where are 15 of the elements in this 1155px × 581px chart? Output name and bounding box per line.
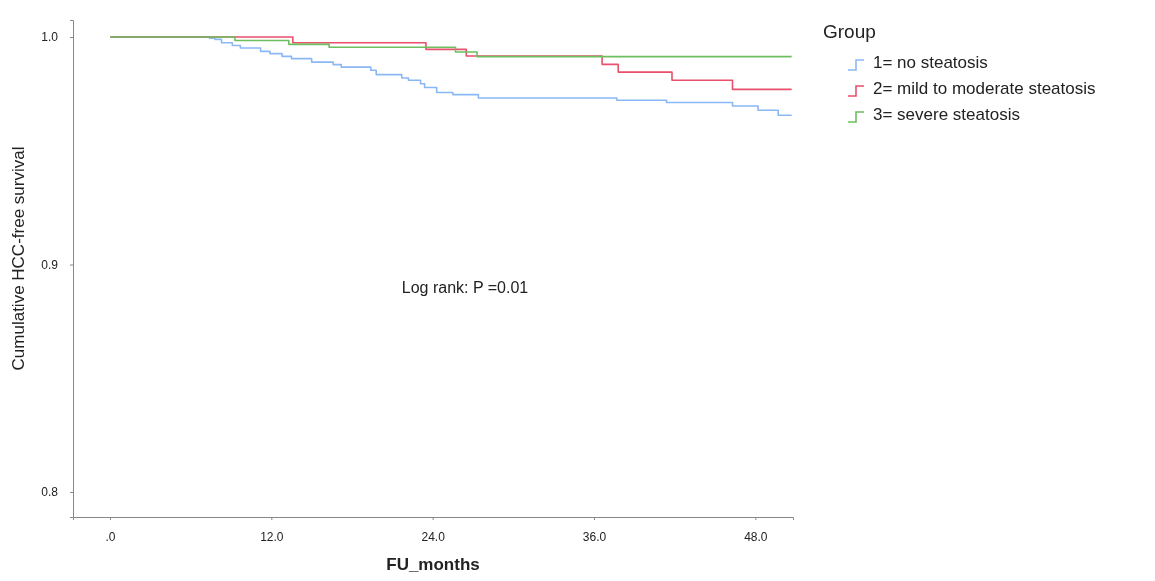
x-tick-label: 12.0 <box>260 529 284 544</box>
legend-label: 2= mild to moderate steatosis <box>873 79 1096 98</box>
x-tick-label: .0 <box>105 529 116 544</box>
x-tick-label: 24.0 <box>421 529 446 544</box>
y-axis-title: Cumulative HCC-free survival <box>9 146 28 371</box>
y-tick-label: 0.9 <box>41 257 59 272</box>
legend-title: Group <box>823 21 876 42</box>
y-tick-label: 0.8 <box>41 485 59 500</box>
x-tick-label: 48.0 <box>744 529 768 544</box>
x-tick-label: 36.0 <box>582 529 607 544</box>
annotation: Log rank: P =0.01 <box>401 279 529 296</box>
legend-label: 1= no steatosis <box>873 53 988 72</box>
y-tick-label: 1.0 <box>41 30 59 45</box>
legend-label: 3= severe steatosis <box>873 105 1020 124</box>
x-axis-title: FU_months <box>386 555 480 574</box>
